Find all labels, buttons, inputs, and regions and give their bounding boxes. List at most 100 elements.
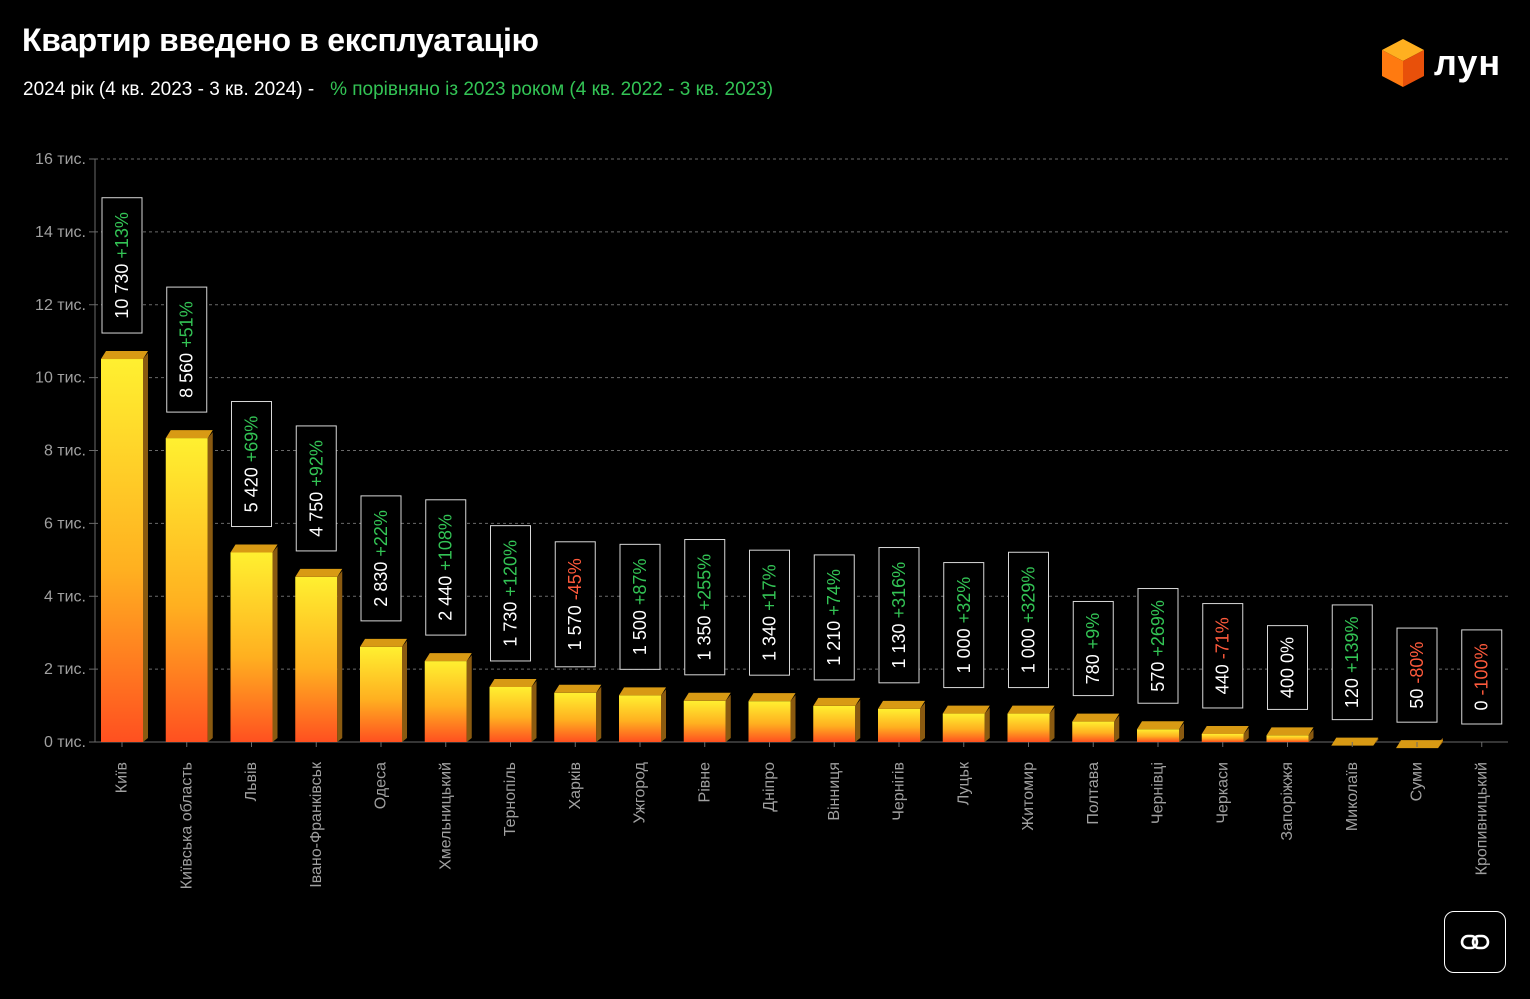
bar-body <box>1201 733 1244 742</box>
data-label: 1 000 +32% <box>943 562 985 689</box>
change-label: +69% <box>242 416 262 463</box>
bar-cap <box>230 544 278 553</box>
data-label-box <box>166 286 208 413</box>
bar-body <box>295 576 338 742</box>
bar-cap <box>165 430 213 439</box>
value-label: 1 340 <box>760 616 780 661</box>
bar-cap <box>1396 740 1443 749</box>
x-tick-label: Вінниця <box>826 762 843 821</box>
data-label-text: 1 500 +87% <box>630 559 650 656</box>
data-label-text: 440 -71% <box>1213 617 1233 694</box>
bar <box>424 653 472 742</box>
change-label: -45% <box>565 558 585 600</box>
change-label: +316% <box>889 562 909 619</box>
subtitle-period: 2024 рік (4 кв. 2023 - 3 кв. 2024) - <box>23 79 315 100</box>
bar-side <box>1179 723 1184 742</box>
x-tick-label: Суми <box>1409 762 1426 801</box>
data-label-text: 2 830 +22% <box>371 510 391 607</box>
change-label: +13% <box>112 212 132 259</box>
bar-side <box>272 546 278 742</box>
x-tick-label: Чернігів <box>891 762 908 821</box>
data-label: 1 730 +120% <box>490 525 531 662</box>
value-label: 2 830 <box>371 562 391 607</box>
bar-cap <box>101 351 148 360</box>
y-axis-ticks: 0 тис. 2 тис. 4 тис. 6 тис. 8 тис. 10 тис. 12 … <box>35 151 96 751</box>
y-tick-label: 16 тис. <box>35 151 86 168</box>
bar-side <box>920 702 925 742</box>
x-axis-ticks: Київ Київська область Львів Івано-Франківсь… <box>114 742 1490 889</box>
bar-cap <box>1201 725 1249 734</box>
bar-body <box>101 359 143 742</box>
change-label: 0% <box>1278 637 1298 663</box>
change-label: +92% <box>306 440 326 487</box>
x-tick-label: Київська область <box>178 762 195 889</box>
bar-side <box>661 689 666 742</box>
change-label: +74% <box>824 569 844 616</box>
data-label: 570 +269% <box>1137 588 1179 704</box>
data-label-text: 1 130 +316% <box>889 562 909 669</box>
data-label-box <box>360 495 402 622</box>
change-label: +269% <box>1148 600 1168 657</box>
bar-body <box>683 700 726 742</box>
value-label: 440 <box>1213 664 1233 694</box>
change-label: +17% <box>760 564 780 611</box>
bar-cap <box>878 700 925 709</box>
subtitle-comparison: % порівняно із 2023 роком (4 кв. 2022 - … <box>330 79 774 100</box>
value-label: 1 350 <box>695 615 715 660</box>
bar-side <box>1114 715 1120 742</box>
bar <box>813 697 861 742</box>
change-label: +255% <box>695 554 715 611</box>
value-label: 0 <box>1472 700 1492 710</box>
value-label: 8 560 <box>177 353 197 398</box>
data-label: 10 730 +13% <box>101 197 143 334</box>
bar-side <box>1308 729 1314 742</box>
copy-link-button[interactable] <box>1444 911 1506 973</box>
data-label-text: 1 730 +120% <box>501 540 521 647</box>
bar <box>1201 725 1249 742</box>
value-label: 4 750 <box>306 492 326 537</box>
bar-body <box>165 438 208 742</box>
bar-body <box>230 552 273 742</box>
bar-side <box>207 432 213 742</box>
y-tick-label: 6 тис. <box>44 515 86 532</box>
y-tick-label: 14 тис. <box>35 224 86 241</box>
value-label: 1 000 <box>1019 628 1039 673</box>
bar-side <box>596 686 602 742</box>
bar-cap <box>1007 705 1055 714</box>
lun-logo[interactable]: лун <box>1380 37 1501 89</box>
chart-title: Квартир введено в експлуатацію <box>22 22 539 58</box>
link-icon <box>1460 934 1490 950</box>
bar-side <box>1049 707 1055 742</box>
data-label: 1 210 +74% <box>813 554 855 681</box>
data-label-text: 2 440 +108% <box>436 514 456 621</box>
data-label-text: 1 210 +74% <box>824 569 844 666</box>
value-label: 1 730 <box>501 602 521 647</box>
data-label-box <box>231 401 272 528</box>
bar <box>230 544 278 742</box>
bar <box>683 692 731 742</box>
value-label: 1 130 <box>889 623 909 668</box>
bar <box>619 687 666 742</box>
bar <box>1266 727 1314 742</box>
data-label-text: 4 750 +92% <box>306 440 326 537</box>
data-labels: 10 730 +13% 8 560 +51% 5 420 +69% 4 750 +92… <box>101 197 1503 725</box>
data-label: 0 -100% <box>1461 629 1503 725</box>
x-tick-label: Київ <box>114 762 131 793</box>
bar-cap <box>424 653 472 662</box>
y-tick-label: 0 тис. <box>44 734 86 751</box>
value-label: 1 000 <box>954 628 974 673</box>
x-tick-label: Чернівці <box>1150 762 1167 824</box>
bar-body <box>813 705 856 742</box>
x-tick-label: Житомир <box>1020 762 1037 831</box>
bar-cap <box>1137 721 1184 730</box>
x-tick-label: Одеса <box>373 762 390 809</box>
bar <box>165 430 213 742</box>
change-label: +108% <box>436 514 456 571</box>
bar-side <box>725 694 731 742</box>
bar-side <box>855 699 861 742</box>
data-label-box <box>878 547 920 684</box>
bar <box>295 568 343 742</box>
bar-side <box>984 707 990 742</box>
data-label-text: 10 730 +13% <box>112 212 132 319</box>
bar <box>554 684 602 742</box>
